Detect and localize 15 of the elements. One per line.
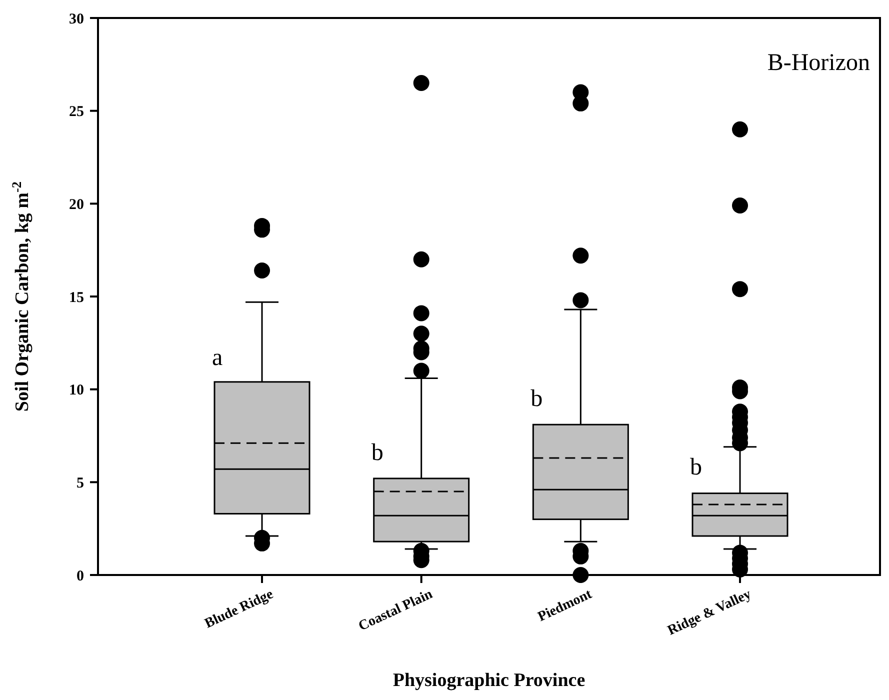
annotation: b — [530, 386, 543, 412]
y-tick-label: 25 — [69, 104, 84, 120]
y-tick-label: 5 — [76, 475, 84, 492]
annotation: a — [212, 345, 223, 372]
y-tick-label: 0 — [76, 568, 84, 584]
x-tick-label: Ridge & Valley — [666, 587, 754, 639]
annotation: B-Horizon — [767, 50, 870, 76]
y-tick-label: 30 — [69, 11, 84, 28]
x-tick-label: Blude Ridge — [202, 587, 276, 632]
y-tick-label: 10 — [69, 382, 84, 399]
annotation: b — [371, 440, 384, 466]
x-axis-title: Physiographic Province — [392, 670, 586, 691]
annotation: b — [690, 454, 702, 481]
y-tick-label: 15 — [69, 290, 84, 306]
y-tick-label: 20 — [69, 196, 84, 213]
